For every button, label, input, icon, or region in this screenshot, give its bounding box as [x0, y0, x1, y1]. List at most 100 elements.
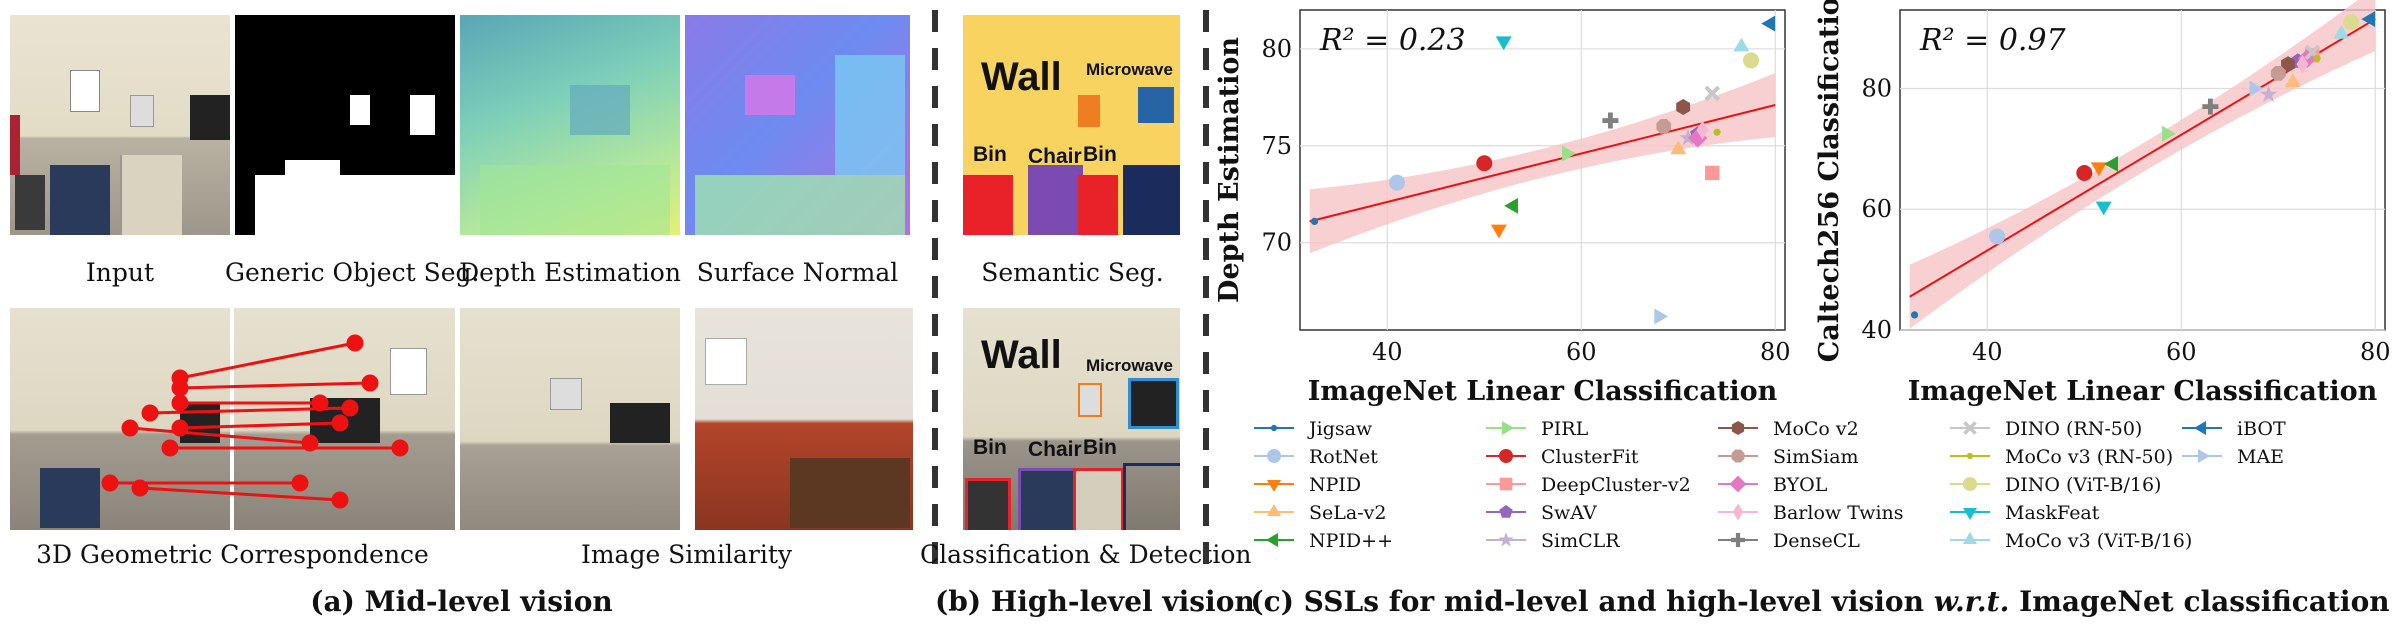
y-axis-label: Depth Estimation [1214, 37, 1245, 303]
legend-item: iBOT [2182, 418, 2286, 440]
point-pirl [1562, 145, 1576, 162]
label-input: Input [85, 258, 155, 287]
point-maskfeat [2095, 201, 2112, 216]
point-npid [2090, 162, 2107, 177]
x-tick-label: 80 [1760, 338, 1791, 366]
legend-label: MoCo v2 [1773, 418, 1859, 440]
depth-image [460, 15, 680, 235]
legend-marker [1966, 452, 1974, 460]
chart-caltech: 40 60 80 40 60 80 R² = 0.97 ImageNet Linear Cla… [1814, 0, 2391, 407]
legend-label: iBOT [2237, 418, 2286, 440]
point-ibot [2361, 11, 2376, 27]
label-image-similarity: Image Similarity [580, 540, 793, 569]
point-moco-v3-vit-b-16- [2333, 25, 2350, 39]
legend-label: PIRL [1541, 418, 1589, 440]
legend-item: Barlow Twins [1718, 502, 1904, 524]
legend-item: SimSiam [1718, 446, 1859, 468]
point-rotnet [1389, 174, 1405, 191]
legend-item: DINO (ViT-B/16) [1950, 474, 2161, 496]
legend-marker [1499, 477, 1513, 491]
legend-marker [1731, 533, 1745, 547]
legend-label: MaskFeat [2005, 502, 2100, 524]
seg-word-wall: Wall [981, 55, 1062, 99]
legend-marker [1502, 421, 1515, 435]
label-classification-detection: Classification & Detection [920, 540, 1252, 569]
point-moco-v3-vit-b-16- [1733, 37, 1750, 52]
legend-item: MAE [2182, 446, 2284, 468]
divider-1 [932, 10, 938, 570]
legend-label: DeepCluster-v2 [1541, 474, 1691, 496]
point-npid- [1504, 197, 1518, 214]
point-npid [1490, 224, 1507, 239]
legend-marker [1270, 424, 1278, 432]
legend-item: MoCo v3 (ViT-B/16) [1950, 530, 2192, 552]
det-word-bin1: Bin [973, 436, 1007, 459]
detection-image: Wall Microwave Bin Chair Bin [963, 308, 1180, 530]
generic-seg-image [235, 15, 455, 235]
similarity-image-1 [460, 308, 680, 530]
point-jigsaw [1910, 311, 1919, 319]
caption-c-pre: (c) SSLs for mid-level and high-level vi… [1250, 585, 1934, 618]
legend-item: SimCLR [1486, 530, 1620, 552]
y-tick-label: 80 [1261, 35, 1292, 63]
det-word-wall: Wall [981, 333, 1062, 377]
legend-label: SeLa-v2 [1309, 502, 1386, 524]
input-image [10, 15, 230, 235]
legend-item: SwAV [1486, 502, 1597, 524]
point-maskfeat [1495, 36, 1512, 51]
legend-marker [2194, 421, 2206, 435]
point-npid- [2104, 156, 2118, 172]
legend-marker [2198, 449, 2210, 463]
caption-a: (a) Mid-level vision [310, 585, 613, 618]
legend-label: SimSiam [1773, 446, 1859, 468]
seg-word-chair: Chair [1028, 145, 1082, 168]
x-tick-label: 40 [1372, 338, 1403, 366]
y-tick-label: 60 [1861, 195, 1892, 223]
r-squared-label: R² = 0.23 [1319, 23, 1466, 58]
y-tick-label: 40 [1861, 316, 1892, 344]
point-moco-v3-rn-50- [1713, 128, 1721, 136]
legend-item: NPID++ [1254, 530, 1393, 552]
point-mae [1654, 308, 1669, 325]
legend: Jigsaw RotNet NPID SeLa-v2 NPID++ PIRL Cluster… [1254, 418, 2286, 552]
point-barlow-twins [1696, 120, 1709, 140]
point-barlow-twins [2296, 54, 2309, 74]
legend-item: BYOL [1718, 474, 1828, 496]
legend-marker [1963, 421, 1977, 435]
caption-c-em: w.r.t. [1933, 585, 2010, 618]
legend-label: SimCLR [1541, 530, 1620, 552]
det-word-microwave: Microwave [1086, 356, 1173, 375]
data-points [1310, 15, 1776, 325]
legend-marker [1499, 505, 1513, 518]
legend-label: MoCo v3 (RN-50) [2005, 446, 2173, 468]
seg-word-microwave: Microwave [1086, 60, 1173, 79]
point-simsiam [1656, 119, 1672, 134]
seg-word-bin1: Bin [973, 143, 1007, 166]
similarity-image-2 [695, 308, 913, 530]
regression-line [1309, 104, 1776, 223]
y-axis-label: Caltech256 Classification [1814, 0, 1845, 362]
r-squared-label: R² = 0.97 [1919, 23, 2067, 58]
legend-item: MoCo v3 (RN-50) [1950, 446, 2173, 468]
legend-item: NPID [1254, 474, 1361, 496]
legend-label: NPID++ [1309, 530, 1393, 552]
det-word-bin2: Bin [1083, 436, 1117, 459]
x-axis-label: ImageNet Linear Classification [1308, 376, 1778, 407]
label-semantic-seg: Semantic Seg. [981, 258, 1164, 287]
point-ibot [1761, 15, 1776, 32]
point-densecl [1602, 112, 1619, 129]
legend-marker [1731, 421, 1745, 435]
legend-marker [1729, 475, 1747, 493]
point-dino-rn-50- [1704, 85, 1721, 102]
semantic-seg-image: Wall Microwave Bin Chair Bin [963, 15, 1180, 235]
legend-label: Barlow Twins [1773, 502, 1904, 524]
legend-label: SwAV [1541, 502, 1597, 524]
legend-label: Jigsaw [1307, 418, 1373, 440]
x-axis-label: ImageNet Linear Classification [1908, 376, 2378, 407]
det-word-chair: Chair [1028, 438, 1082, 461]
correspondence-image [10, 308, 455, 530]
legend-label: MoCo v3 (ViT-B/16) [2005, 530, 2192, 552]
y-tick-label: 70 [1261, 229, 1292, 257]
legend-marker [1732, 503, 1744, 521]
legend-marker [1499, 449, 1513, 463]
